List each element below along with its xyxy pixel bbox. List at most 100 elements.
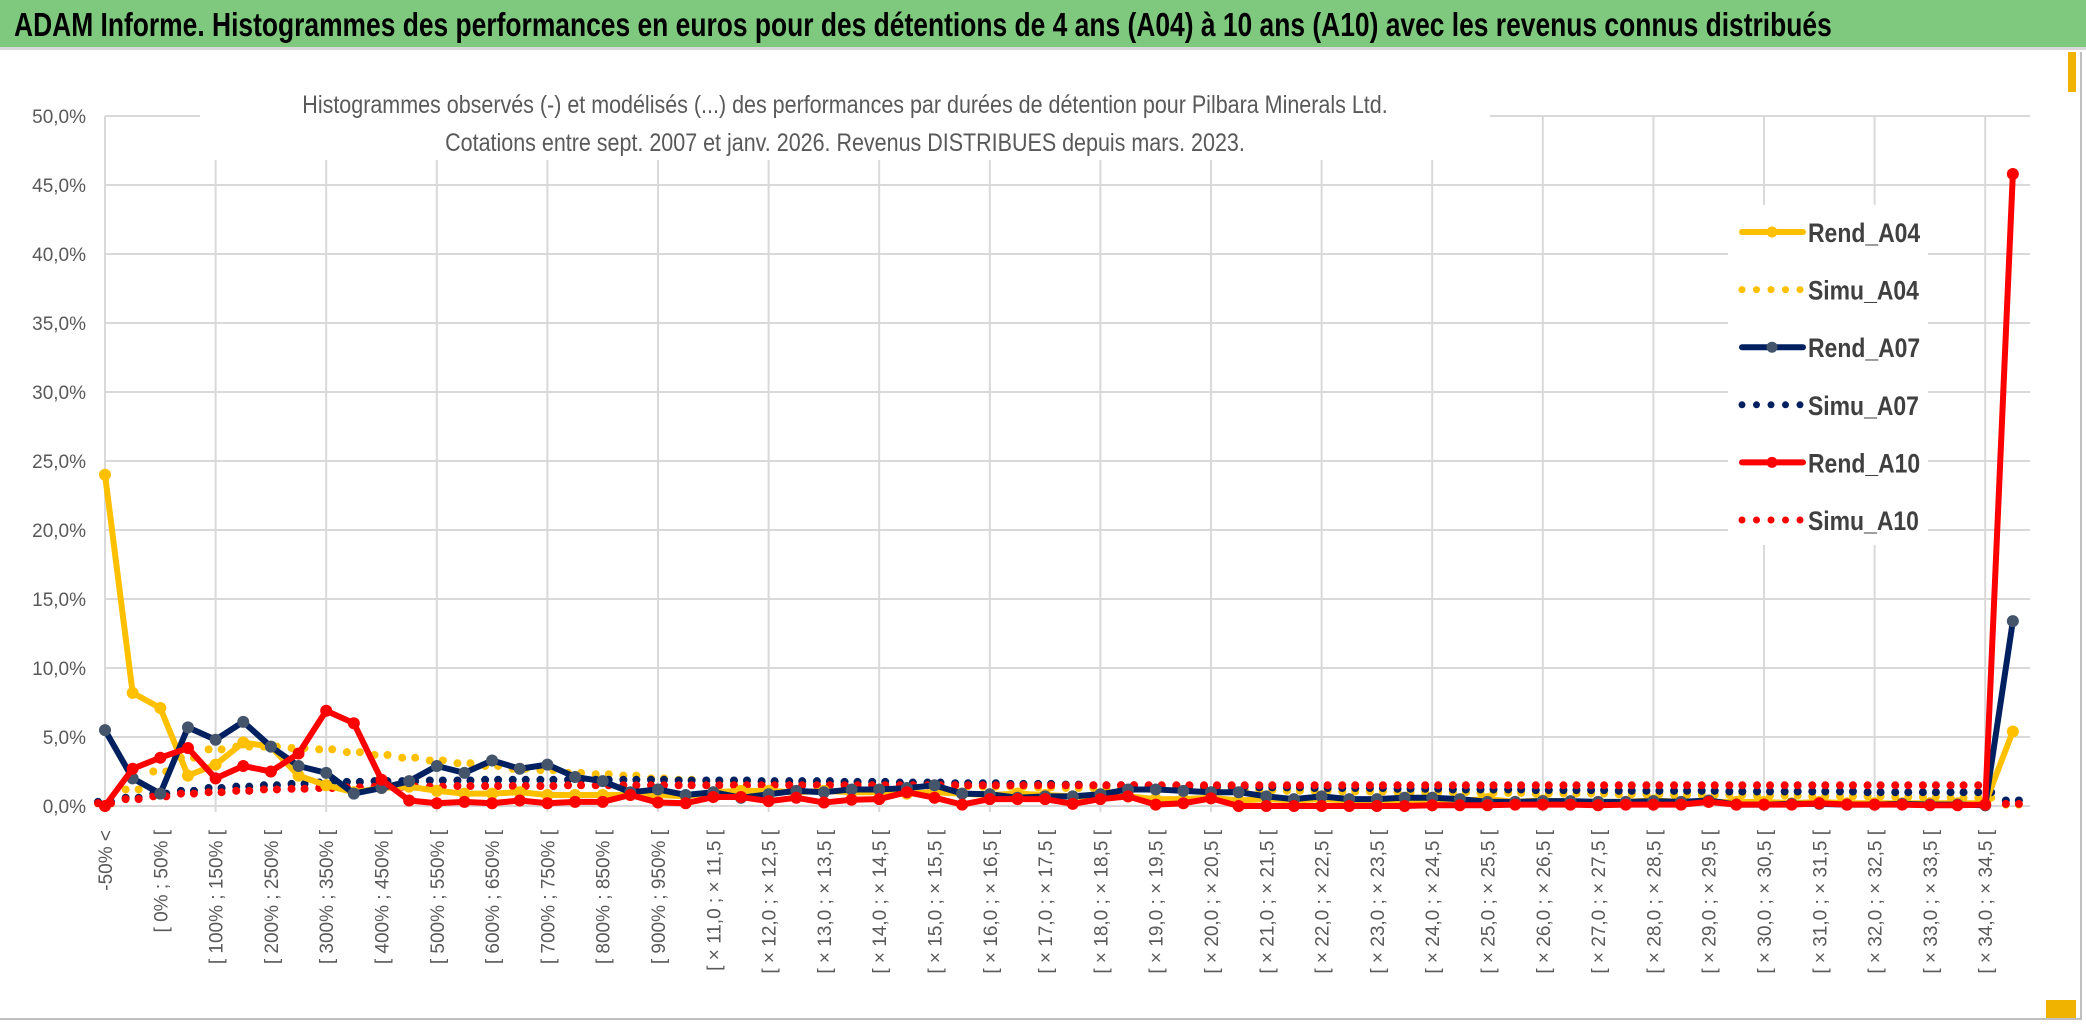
data-point: [134, 795, 143, 804]
x-tick-label: [ × 23,0 ; × 23,5 [: [1368, 829, 1389, 973]
data-point: [458, 766, 471, 779]
legend-dotted-line-icon: [1782, 401, 1789, 409]
data-point: [707, 791, 720, 804]
data-point: [1260, 800, 1273, 812]
data-point: [1343, 800, 1356, 812]
data-point: [729, 781, 738, 790]
legend-item[interactable]: Simu_A07: [1738, 391, 1919, 421]
data-point: [577, 781, 586, 790]
data-point: [209, 758, 222, 771]
legend-item[interactable]: Rend_A10: [1739, 449, 1920, 479]
x-tick-label: [ 0% ; 50% [: [151, 829, 172, 932]
data-point: [154, 702, 167, 715]
x-tick-label: [ × 27,0 ; × 27,5 [: [1589, 829, 1610, 973]
data-point: [1370, 800, 1383, 812]
data-point: [1868, 798, 1881, 811]
data-point: [292, 747, 305, 760]
data-point: [928, 779, 941, 792]
selection-handle[interactable]: [2046, 1000, 2076, 1018]
data-point: [1710, 786, 1719, 795]
data-point: [1946, 788, 1955, 797]
data-point: [411, 753, 420, 762]
data-point: [1793, 787, 1802, 796]
legend-item[interactable]: Rend_A04: [1739, 218, 1920, 248]
legend-item[interactable]: Simu_A10: [1738, 506, 1919, 536]
data-point: [1536, 798, 1549, 811]
data-point: [1434, 781, 1443, 790]
data-point: [1923, 799, 1936, 812]
data-point: [1255, 781, 1264, 790]
legend-dotted-line-icon: [1738, 401, 1746, 409]
data-point: [1011, 793, 1024, 806]
data-point: [928, 791, 941, 804]
data-point: [176, 789, 185, 798]
data-point: [126, 762, 139, 775]
data-point: [1710, 781, 1719, 790]
data-point: [715, 781, 724, 790]
data-point: [481, 781, 490, 790]
data-point: [315, 745, 324, 754]
x-tick-label: [ × 25,0 ; × 25,5 [: [1479, 829, 1500, 973]
series-group: [94, 167, 2023, 812]
data-point: [1891, 788, 1900, 797]
x-tick-label: [ 300% ; 350% [: [317, 829, 338, 964]
legend-item[interactable]: Simu_A04: [1738, 276, 1919, 306]
data-point: [679, 788, 692, 801]
data-point: [438, 776, 447, 785]
x-tick-label: [ 200% ; 250% [: [262, 829, 283, 964]
data-point: [513, 786, 526, 799]
data-point: [1149, 783, 1162, 796]
chart-frame: 0,0% 5,0% 10,0% 15,0% 20,0% 25,0% 30,0% 35,0% 40…: [0, 52, 2082, 1020]
data-point: [181, 742, 194, 755]
data-point: [1476, 781, 1485, 790]
data-point: [1821, 787, 1830, 796]
data-point: [1544, 781, 1553, 790]
data-point: [1572, 781, 1581, 790]
legend-item[interactable]: Rend_A07: [1739, 333, 1920, 364]
data-point: [494, 781, 503, 790]
data-point: [1453, 799, 1466, 812]
data-point: [541, 758, 554, 771]
legend-dotted-line-icon: [1782, 286, 1789, 294]
data-point: [1517, 781, 1526, 790]
data-point: [149, 767, 158, 776]
data-point: [320, 704, 333, 717]
data-point: [757, 781, 766, 790]
data-point: [1697, 786, 1706, 795]
data-point: [1848, 781, 1857, 790]
data-point: [2006, 615, 2019, 628]
series-rend-a10: [99, 167, 2019, 812]
data-point: [812, 781, 821, 790]
data-point: [817, 796, 830, 809]
data-point: [398, 753, 407, 762]
data-point: [430, 797, 443, 810]
y-tick-label: 5,0%: [43, 728, 86, 749]
selection-handle[interactable]: [2068, 52, 2076, 92]
data-point: [342, 748, 351, 757]
data-point: [403, 775, 416, 788]
data-point: [1738, 787, 1747, 796]
data-point: [453, 776, 462, 785]
data-point: [873, 783, 886, 796]
data-point: [1647, 798, 1660, 811]
data-point: [1627, 786, 1636, 795]
x-axis: -50% < [ 0% ; 50% [[ 100% ; 150% [[ 200% …: [96, 829, 1997, 973]
data-point: [287, 784, 296, 793]
data-point: [1149, 798, 1162, 811]
data-point: [237, 759, 250, 772]
data-point: [1019, 781, 1028, 790]
x-tick-label: [ × 15,0 ; × 15,5 [: [926, 829, 947, 973]
data-point: [790, 791, 803, 804]
x-tick-label: [ × 12,0 ; × 12,5 [: [760, 829, 781, 973]
series-line: [102, 620, 2016, 809]
y-tick-label: 15,0%: [32, 590, 86, 611]
data-point: [1564, 798, 1577, 811]
data-point: [521, 775, 530, 784]
data-point: [1338, 781, 1347, 790]
data-point: [430, 759, 443, 772]
data-point: [1559, 781, 1568, 790]
data-point: [1959, 788, 1968, 797]
data-point: [900, 786, 913, 799]
data-point: [1904, 788, 1913, 797]
data-point: [1619, 798, 1632, 811]
